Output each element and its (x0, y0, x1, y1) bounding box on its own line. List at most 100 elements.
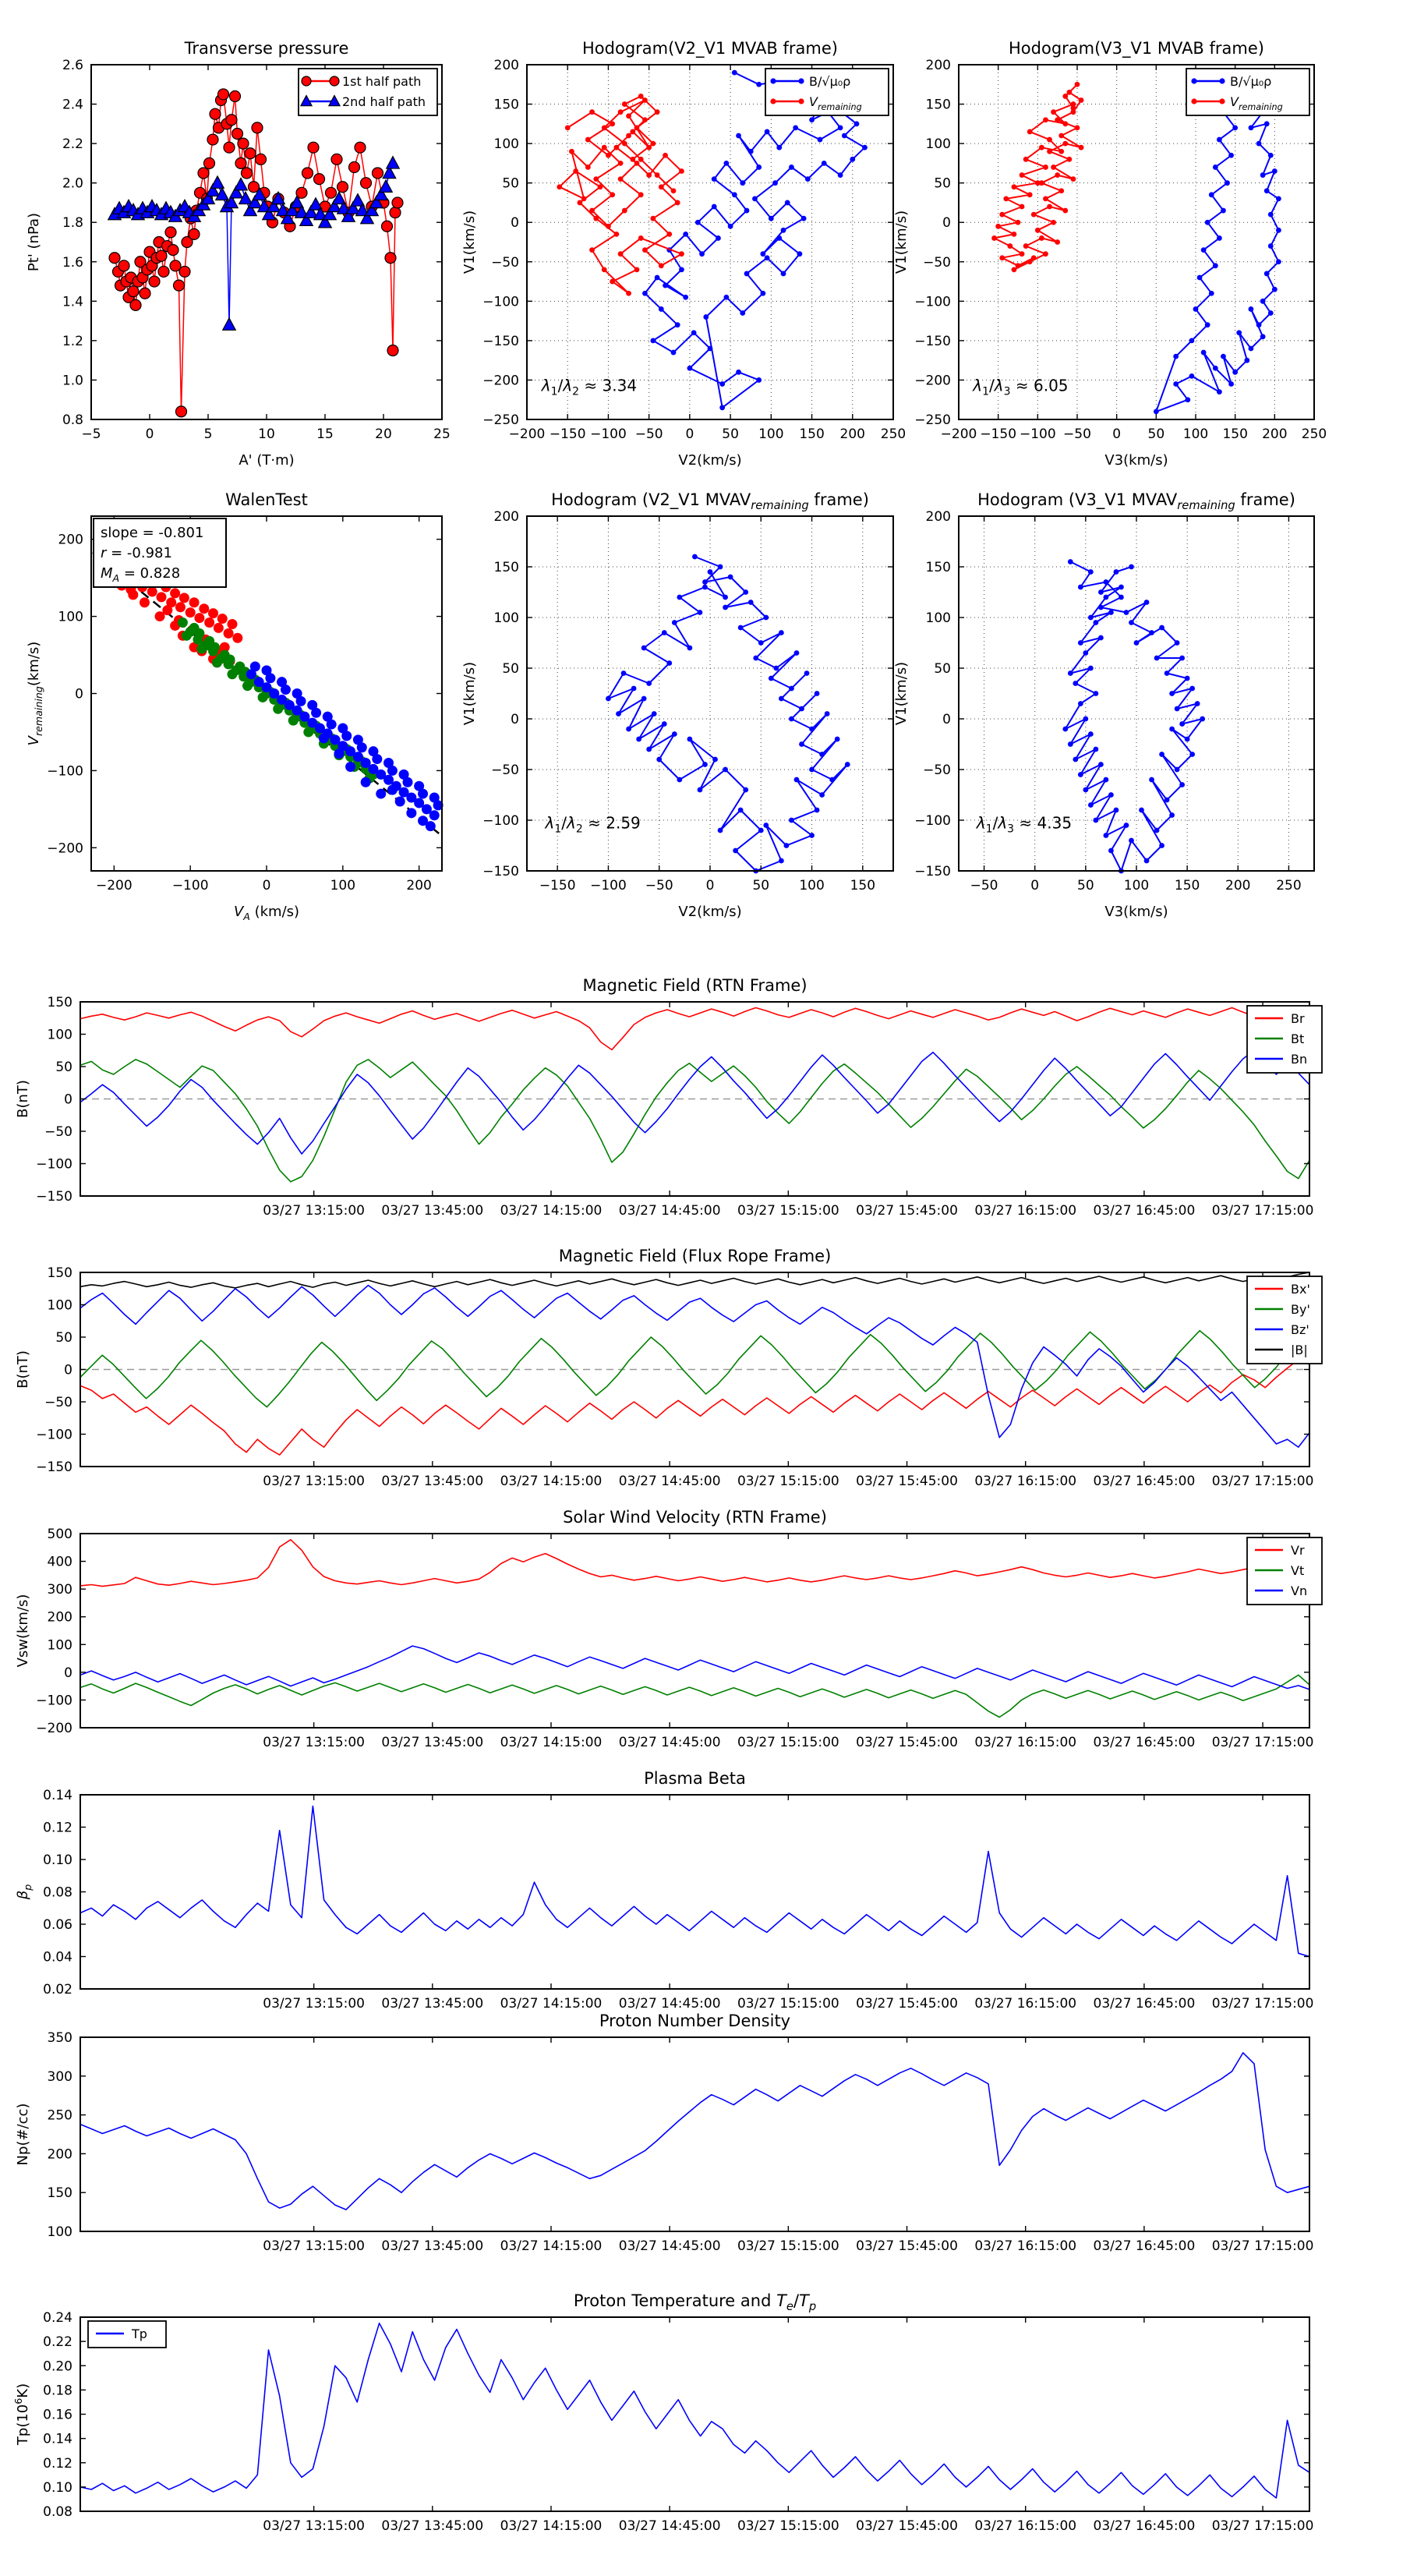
dot-marker (991, 235, 997, 241)
mag-fluxrope-series-bx-prime (80, 1359, 1310, 1456)
velocity-rtn-xtick-label: 03/27 16:45:00 (1094, 1735, 1196, 1750)
dot-marker (1267, 152, 1274, 158)
triangle-marker (210, 175, 225, 189)
dot-marker (844, 762, 850, 767)
dot-marker (261, 665, 272, 676)
proton-temp-legend: Tp (87, 2320, 167, 2348)
dot-marker (1051, 219, 1056, 225)
mag-rtn-xtick-label: 03/27 16:45:00 (1094, 1203, 1196, 1219)
dot-marker (1200, 716, 1206, 722)
proton-temp-ytick-label: 0.08 (43, 2504, 72, 2520)
hodogram-v3v1-mvav-xtick-label: 250 (1276, 878, 1301, 893)
dot-marker (764, 255, 770, 261)
walen-test-ytick-label: 0 (75, 687, 83, 702)
dot-marker (666, 231, 673, 237)
dot-marker (753, 655, 759, 661)
mag-rtn-xtick-label: 03/27 13:15:00 (263, 1203, 365, 1219)
dot-marker (589, 109, 595, 115)
dot-marker (1078, 97, 1084, 103)
hodogram-v2v1-mvab-ytick-label: −200 (482, 373, 519, 388)
proton-density-ytick-label: 350 (48, 2030, 72, 2046)
dot-marker (814, 807, 820, 813)
dot-marker (1174, 640, 1180, 646)
dot-marker (1271, 286, 1278, 292)
dot-marker (646, 746, 652, 752)
velocity-rtn-xtick-label: 03/27 13:15:00 (263, 1735, 365, 1750)
dot-marker (770, 98, 776, 104)
dot-marker (1077, 640, 1083, 646)
dot-marker (1043, 196, 1048, 202)
dot-marker (702, 762, 708, 767)
hodogram-v2v1-mvav-xtick-label: 0 (706, 878, 715, 893)
velocity-rtn-ytick-label: 500 (48, 1527, 72, 1542)
hodogram-v3v1-mvab-ytick-label: −150 (914, 334, 951, 349)
dot-marker (853, 121, 860, 127)
dot-marker (1007, 243, 1013, 249)
dot-marker (1169, 726, 1175, 732)
mag-rtn-series-br (80, 1007, 1310, 1051)
proton-density-ytick-label: 200 (48, 2146, 72, 2162)
triangle-marker (280, 211, 295, 225)
dot-marker (687, 736, 693, 742)
dot-marker (727, 574, 733, 580)
dot-marker (674, 322, 680, 328)
transverse-pressure-ytick-label: 2.0 (62, 176, 83, 192)
mag-fluxrope-xtick-label: 03/27 14:45:00 (619, 1474, 721, 1489)
dot-marker (557, 184, 563, 190)
circle-marker (330, 153, 343, 165)
plasma-beta-ytick-label: 0.02 (43, 1982, 72, 1997)
dot-marker (314, 723, 325, 734)
hodogram-v3v1-mvav-xtick-label: −50 (970, 878, 998, 893)
axes-frame (526, 64, 894, 420)
dot-marker (776, 144, 783, 150)
dot-marker (760, 251, 766, 257)
dot-marker (1062, 207, 1069, 214)
hodogram-v3v1-mvav-ytick-label: 100 (926, 610, 951, 626)
dot-marker (1058, 148, 1065, 154)
transverse-pressure-xlabel: A' (T·m) (239, 452, 294, 469)
dot-marker (1030, 211, 1037, 218)
dot-marker (1159, 625, 1164, 631)
proton-density-xtick-label: 03/27 14:15:00 (500, 2238, 603, 2254)
hodogram-v2v1-mvav-ytick-label: 200 (494, 509, 519, 525)
hodogram-v2v1-mvab-ytick-label: −250 (482, 412, 519, 428)
triangle-marker (373, 186, 389, 201)
hodogram-v3v1-mvav-xlabel: V3(km/s) (1104, 904, 1168, 920)
hodogram-v3v1-mvab-annotation: λ1/λ3 ≈ 6.05 (972, 377, 1068, 398)
mag-rtn-xtick-label: 03/27 14:15:00 (500, 1203, 603, 1219)
transverse-pressure-ytick-label: 1.8 (62, 215, 83, 231)
dot-marker (1047, 136, 1052, 143)
dot-marker (1236, 330, 1242, 336)
dot-marker (1184, 675, 1190, 681)
velocity-rtn-xtick-label: 03/27 14:15:00 (500, 1735, 603, 1750)
proton-temp-ytick-label: 0.18 (43, 2383, 72, 2398)
dot-marker (1078, 144, 1084, 150)
dot-marker (621, 140, 627, 147)
velocity-rtn-ytick-label: 100 (48, 1637, 72, 1653)
walen-test-textbox (93, 518, 227, 588)
mag-rtn-xtick-label: 03/27 16:15:00 (974, 1203, 1076, 1219)
circle-marker (244, 147, 256, 160)
dot-marker (1087, 614, 1094, 621)
dot-marker (764, 129, 770, 135)
transverse-pressure-markers-second-half-path (107, 155, 401, 331)
proton-temp-ytick-label: 0.10 (43, 2480, 72, 2496)
circle-marker (225, 114, 238, 126)
hodogram-v3v1-mvab-xtick-label: 200 (1262, 426, 1287, 442)
dot-marker (799, 706, 804, 712)
dot-marker (1067, 741, 1073, 747)
plasma-beta-xtick-label: 03/27 13:15:00 (263, 1996, 365, 2012)
hodogram-v3v1-mvav-xtick-label: 50 (1077, 878, 1094, 893)
triangle-marker (327, 94, 341, 107)
dot-marker (999, 255, 1005, 261)
legend-label: Bn (1291, 1052, 1307, 1067)
dot-marker (626, 726, 631, 732)
hodogram-v2v1-mvab-ytick-label: −150 (482, 334, 519, 349)
velocity-rtn-legend: Vr Vt Vn (1246, 1537, 1323, 1605)
dot-marker (768, 215, 774, 221)
dot-marker (356, 742, 367, 753)
hodogram-v3v1-mvav-ylabel: V1(km/s) (893, 662, 910, 725)
proton-temp-ylabel: Tp(106K) (12, 2383, 31, 2446)
dot-marker (1164, 671, 1170, 676)
dot-marker (1083, 787, 1089, 793)
